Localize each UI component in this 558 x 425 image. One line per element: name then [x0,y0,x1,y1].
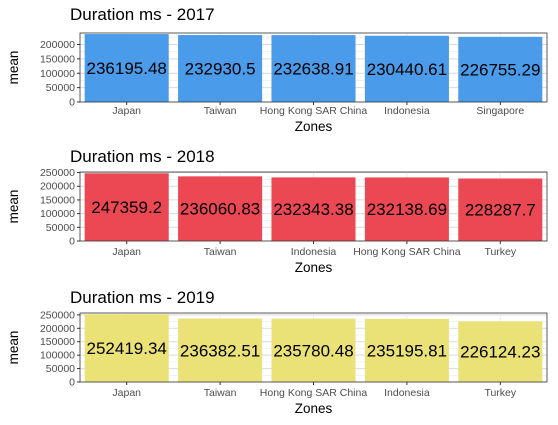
bar-value-label: 235195.81 [367,341,447,360]
x-tick-label: Japan [112,105,141,117]
bar-value-label: 230440.61 [367,60,447,79]
y-tick-label: 200000 [40,323,75,335]
y-axis-title: mean [6,190,21,224]
bar-value-label: 235780.48 [273,341,353,360]
y-axis-title: mean [6,51,21,85]
bar-value-label: 232638.91 [273,60,353,79]
x-tick-label: Taiwan [204,246,237,258]
bar [458,321,543,382]
x-tick-label: Singapore [476,105,524,117]
bar [84,314,169,382]
bar [178,35,263,102]
y-tick-label: 250000 [40,167,75,179]
y-tick-label: 100000 [40,350,75,362]
bar-value-label: 252419.34 [87,339,167,358]
bar [364,177,449,241]
bar [84,173,169,241]
bar-value-label: 232930.5 [185,60,256,79]
bar [84,34,169,103]
x-tick-label: Indonesia [384,387,430,399]
y-tick-label: 100000 [40,68,75,80]
y-tick-label: 100000 [40,208,75,220]
x-tick-label: Japan [112,387,141,399]
y-tick-label: 0 [69,97,75,109]
x-tick-label: Hong Kong SAR China [260,105,368,117]
y-tick-label: 150000 [40,194,75,206]
x-tick-label: Indonesia [384,105,430,117]
bar-chart-panel: Duration ms - 2017 0 50000 100000 150000 2000… [6,5,548,134]
x-tick-label: Hong Kong SAR China [260,387,368,399]
bar [178,318,263,382]
y-tick-label: 50000 [46,82,75,94]
bar-value-label: 236382.51 [180,341,260,360]
x-axis-title: Zones [295,401,333,416]
bar-chart-panel: Duration ms - 2018 0 50000 100000 1500002000… [6,147,548,275]
x-axis-title: Zones [295,119,333,134]
y-axis-title: mean [6,331,21,365]
x-tick-label: Hong Kong SAR China [353,246,461,258]
x-tick-label: Indonesia [291,246,337,258]
bar [364,318,449,382]
bar-value-label: 228287.7 [465,201,536,220]
bar [364,35,449,103]
y-tick-label: 0 [69,377,75,389]
bar-value-label: 226755.29 [460,60,540,79]
x-tick-label: Taiwan [204,387,237,399]
bar-value-label: 247359.2 [91,198,162,217]
bar-value-label: 236195.48 [87,59,167,78]
bar-value-label: 232343.38 [273,200,353,219]
x-tick-label: Taiwan [204,105,237,117]
bar-value-label: 232138.69 [367,200,447,219]
y-tick-label: 50000 [46,222,75,234]
bar [271,318,356,382]
bar [458,178,543,241]
bar-value-label: 236060.83 [180,200,260,219]
chart-title: Duration ms - 2019 [70,288,215,307]
bar [458,36,543,102]
y-tick-label: 200000 [40,39,75,51]
y-tick-label: 250000 [40,309,75,321]
x-tick-label: Turkey [484,246,516,258]
x-tick-label: Turkey [484,387,516,399]
x-tick-label: Japan [112,246,141,258]
y-tick-label: 150000 [40,53,75,65]
y-tick-label: 0 [69,236,75,248]
bar-value-label: 226124.23 [460,343,540,362]
bar [271,177,356,241]
y-tick-label: 150000 [40,336,75,348]
y-tick-label: 200000 [40,181,75,193]
chart-title: Duration ms - 2018 [70,147,215,166]
x-axis-title: Zones [295,260,333,275]
bar [178,176,263,241]
bar [271,35,356,102]
y-tick-label: 50000 [46,363,75,375]
chart-title: Duration ms - 2017 [70,5,215,24]
